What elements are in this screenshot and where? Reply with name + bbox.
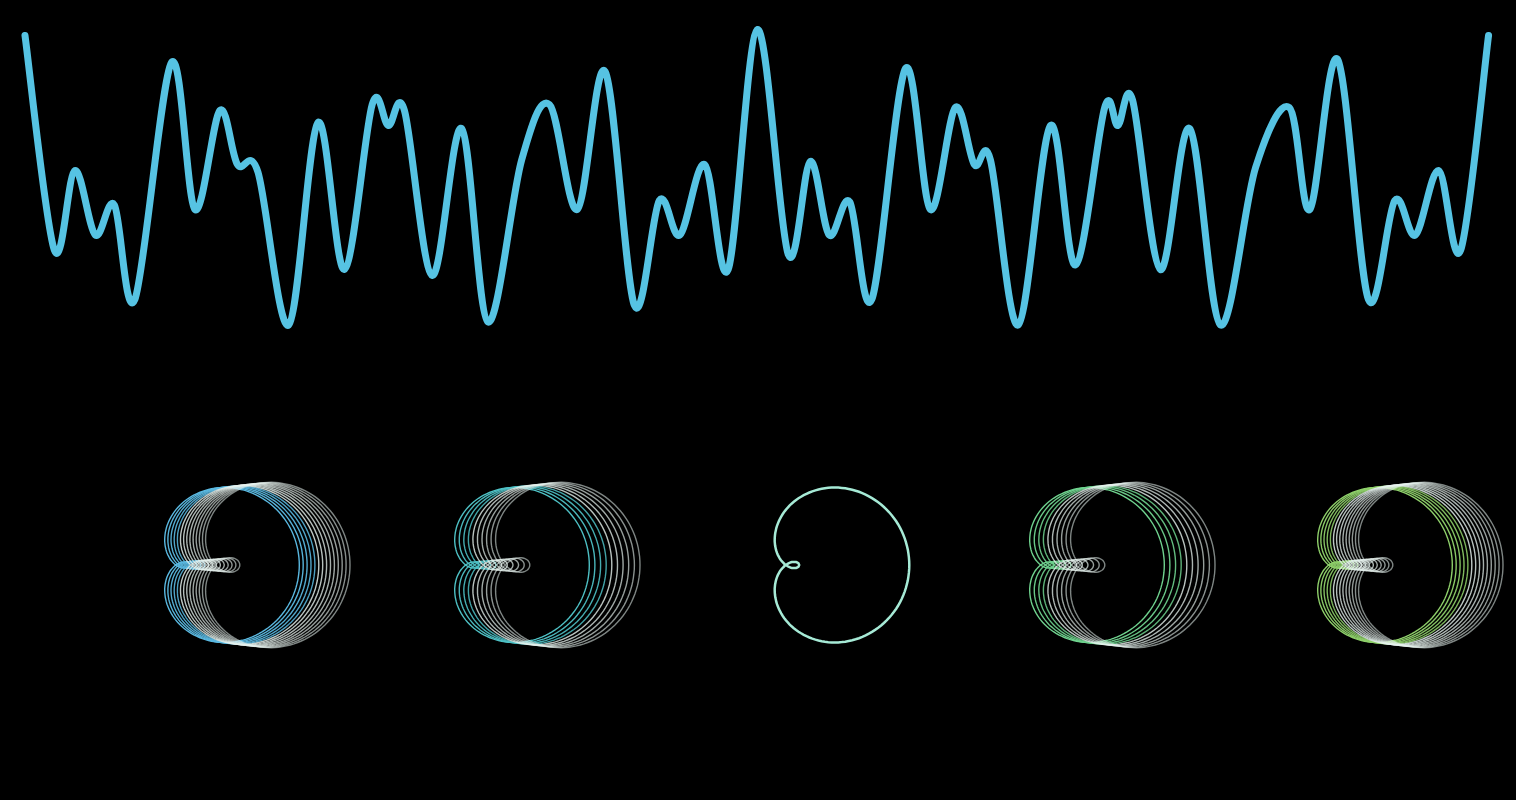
spiro-line (203, 483, 347, 648)
spiro-line (473, 485, 612, 645)
spiro-line (196, 484, 338, 647)
spirograph (775, 488, 910, 643)
spiro-line (1359, 482, 1503, 647)
canvas (0, 0, 1516, 800)
background (0, 0, 1516, 800)
spirograph (1030, 482, 1215, 647)
spiro-line (491, 483, 634, 647)
spiro-line (1352, 483, 1495, 647)
spiro-line (190, 484, 331, 645)
spiro-line (1340, 485, 1480, 645)
plot-area (25, 29, 1489, 325)
spirograph (455, 482, 640, 647)
spiro-line (199, 483, 342, 647)
spiro-line (1043, 486, 1181, 644)
spirograph (1318, 482, 1503, 647)
spiro-line (482, 484, 623, 646)
spiro-line (1349, 484, 1491, 647)
spiro-line (1066, 483, 1209, 647)
spiro-line (206, 482, 350, 647)
spiro-line (1053, 485, 1193, 646)
waveform (25, 29, 1489, 325)
spiro-line (1057, 484, 1198, 646)
spiro-line (478, 485, 618, 646)
spirograph (165, 482, 350, 647)
spiro-line (1071, 482, 1215, 647)
spiro-line (1343, 484, 1484, 645)
spiro-line (184, 485, 323, 645)
spiro-line (468, 486, 606, 644)
spiro-line (1062, 484, 1204, 647)
spiro-line (775, 488, 910, 643)
spiro-line (187, 485, 327, 645)
spiro-line (1337, 485, 1476, 645)
spiro-line (487, 484, 629, 647)
spiro-line (496, 482, 640, 647)
spiro-line (1356, 483, 1500, 648)
spiro-line (1048, 485, 1187, 645)
